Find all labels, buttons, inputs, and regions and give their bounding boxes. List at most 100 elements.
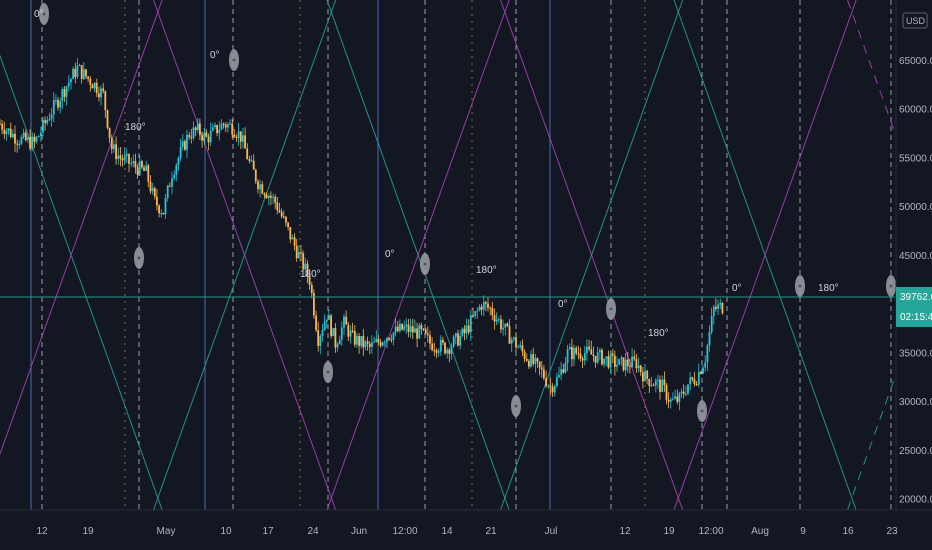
- candle-body-336: [721, 303, 724, 314]
- candle-body-67: [143, 167, 145, 171]
- candle-body-328: [704, 362, 707, 368]
- candle-body-230: [493, 315, 496, 322]
- candle-body-263: [564, 362, 567, 373]
- candle-body-0: [0, 123, 1, 125]
- candle-body-260: [558, 375, 560, 378]
- candle-body-93: [199, 123, 201, 136]
- candle-body-224: [480, 306, 483, 310]
- candle-body-325: [697, 372, 700, 385]
- candle-body-104: [222, 123, 225, 125]
- candle-body-330: [708, 332, 711, 346]
- candle-body-57: [121, 158, 124, 161]
- candle-body-75: [160, 213, 163, 214]
- candle-body-331: [710, 316, 713, 332]
- candle-body-80: [171, 178, 173, 187]
- candle-body-221: [474, 311, 477, 316]
- candle-body-271: [581, 358, 584, 361]
- annotation-180deg-3: 180°: [476, 265, 497, 276]
- candle-body-51: [108, 127, 111, 138]
- candle-body-161: [345, 316, 348, 325]
- candle-body-257: [551, 386, 554, 393]
- candle-body-334: [717, 304, 719, 309]
- candle-body-70: [149, 181, 152, 192]
- candle-body-152: [325, 319, 328, 322]
- candle-body-121: [259, 184, 262, 190]
- candle-body-194: [416, 328, 418, 339]
- price-tick-0: 65000.0: [899, 56, 932, 67]
- candle-body-167: [358, 336, 360, 346]
- candle-body-154: [330, 315, 332, 337]
- candle-body-147: [315, 315, 317, 330]
- price-tick-8: 20000.0: [899, 495, 932, 506]
- price-tick-4: 45000.0: [899, 251, 932, 262]
- last-price-tag[interactable]: [896, 287, 932, 327]
- candle-body-335: [719, 303, 722, 305]
- candle-body-20: [42, 120, 44, 133]
- candle-body-96: [205, 132, 208, 137]
- candle-body-311: [667, 399, 670, 402]
- candle-body-214: [459, 335, 461, 346]
- lattice-line-11: [153, 0, 337, 511]
- gann-diagonal-lattice: [0, 0, 932, 511]
- candle-body-218: [467, 325, 470, 333]
- candle-body-74: [158, 205, 160, 214]
- candle-body-207: [444, 342, 446, 354]
- price-axis[interactable]: USD 65000.0 60000.0 55000.0 50000.0 45000.0 3…: [895, 0, 932, 510]
- candle-body-46: [98, 93, 100, 98]
- annotation-180deg-2: 180°: [300, 269, 321, 280]
- candle-body-88: [188, 134, 191, 137]
- cycle-marker-dot-5: [514, 404, 518, 408]
- candle-body-211: [452, 336, 455, 347]
- time-tick-4: 17: [262, 526, 274, 537]
- annotation-0deg-3: 0°: [385, 249, 395, 260]
- lattice-line-9: [0, 0, 163, 456]
- candle-body-56: [119, 155, 122, 159]
- candle-body-119: [254, 169, 257, 182]
- candle-body-29: [61, 89, 64, 101]
- candle-body-82: [175, 165, 178, 175]
- candle-body-78: [166, 185, 169, 198]
- candle-body-145: [310, 284, 313, 293]
- candle-body-310: [665, 385, 668, 400]
- time-tick-13: 12:00: [698, 526, 723, 537]
- annotation-0deg-5: 0°: [732, 283, 742, 294]
- candle-body-22: [46, 119, 49, 124]
- currency-badge[interactable]: [902, 12, 928, 29]
- time-tick-3: 10: [220, 526, 232, 537]
- candle-body-241: [517, 347, 520, 348]
- cycle-marker-dot-4: [326, 370, 330, 374]
- lattice-line-15: [500, 0, 684, 511]
- candle-body-31: [65, 86, 68, 97]
- annotation-180deg-1: 180°: [125, 122, 146, 133]
- candle-body-19: [40, 132, 42, 136]
- candle-body-108: [231, 123, 234, 135]
- candle-body-265: [568, 347, 571, 350]
- cycle-marker-dot-8: [798, 284, 802, 288]
- cycle-markers: [39, 3, 896, 422]
- candle-body-279: [599, 349, 601, 353]
- candle-body-153: [328, 315, 330, 320]
- candle-body-281: [603, 358, 606, 365]
- time-tick-7: 12:00: [392, 526, 417, 537]
- candle-body-33: [70, 78, 72, 83]
- candle-body-137: [293, 237, 296, 246]
- candle-body-242: [519, 345, 522, 347]
- candle-body-117: [250, 160, 253, 162]
- candle-body-185: [396, 326, 399, 331]
- candle-body-68: [145, 165, 148, 171]
- candle-body-171: [366, 341, 369, 344]
- candle-body-63: [134, 161, 137, 168]
- candle-body-35: [74, 68, 77, 77]
- candle-body-17: [35, 136, 38, 142]
- candle-body-174: [373, 341, 375, 343]
- candle-body-116: [248, 159, 251, 161]
- candle-body-306: [657, 379, 659, 381]
- candle-body-234: [502, 327, 504, 330]
- candle-body-36: [76, 65, 79, 77]
- candle-body-41: [87, 76, 89, 79]
- annotation-0deg-4: 0°: [558, 299, 568, 310]
- candle-body-165: [353, 331, 356, 345]
- time-axis[interactable]: 12 19 May 10 17 24 Jun 12:00 14 21 Jul 12 19 12:00 Aug…: [0, 509, 932, 550]
- candle-body-126: [270, 195, 272, 198]
